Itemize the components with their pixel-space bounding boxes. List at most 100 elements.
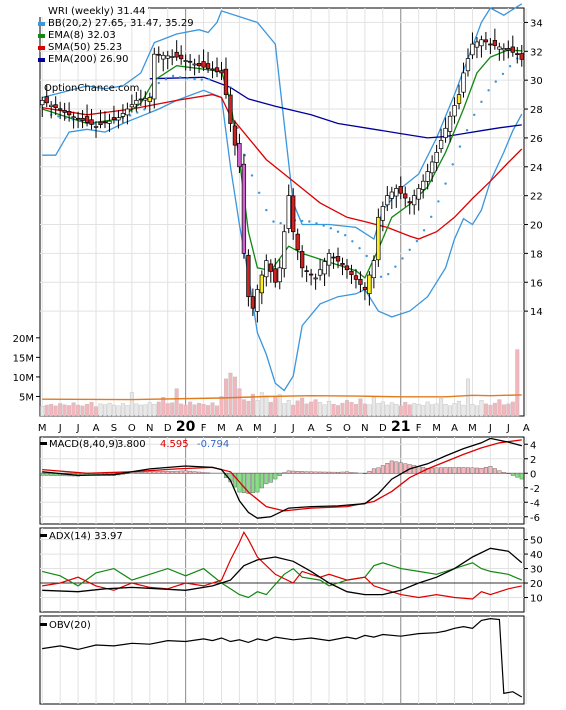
candle-body (166, 56, 170, 58)
x-tick-label: F (201, 423, 207, 434)
x-tick-label: S (111, 423, 117, 434)
legend-swatch (38, 34, 45, 38)
legend-swatch (38, 58, 45, 62)
candle-body (215, 68, 219, 72)
x-tick-label: 21 (391, 419, 410, 435)
candle-body (40, 100, 44, 104)
candle-body (90, 120, 94, 125)
candle-body (282, 232, 286, 269)
macd-hist-bar (386, 463, 390, 473)
candle-body (439, 140, 443, 148)
sar-dot (251, 174, 253, 176)
candle-body (278, 268, 282, 282)
volume-bar (229, 373, 233, 416)
macd-tick-label: 4 (530, 440, 536, 451)
macd-hist-bar (498, 471, 502, 474)
volume-bar (135, 404, 139, 416)
candle-body (394, 188, 398, 196)
candle-body (170, 57, 174, 58)
candle-body (408, 202, 412, 203)
volume-bar (457, 401, 461, 416)
candle-body (265, 261, 269, 277)
volume-bar (175, 389, 179, 416)
volume-bar (377, 403, 381, 416)
sar-dot (322, 224, 324, 226)
candle-body (345, 266, 349, 270)
macd-hist-bar (336, 472, 340, 473)
sar-dot (366, 255, 368, 257)
legend-entry: EMA(8) 32.03 (48, 30, 116, 41)
y-tick-label: 16 (530, 278, 543, 289)
volume-bar (296, 401, 300, 416)
sar-dot (444, 182, 446, 184)
macd-hist-bar (265, 473, 269, 484)
volume-bar (40, 406, 44, 416)
x-tick-label: A (308, 423, 315, 434)
volume-bar (282, 403, 286, 416)
candle-body (430, 162, 434, 173)
volume-bar (359, 399, 363, 416)
x-tick-label: O (128, 423, 136, 434)
volume-bar (515, 350, 519, 416)
candle-body (457, 95, 461, 104)
adx-label-text: ADX(14) 33.97 (49, 531, 123, 542)
volume-bar (99, 404, 103, 416)
volume-bar (242, 400, 246, 416)
volume-bar (453, 403, 457, 416)
volume-bar (76, 405, 80, 416)
legend-entry: WRI (weekly) 31.44 (48, 6, 146, 17)
macd-hist-bar (439, 468, 443, 474)
macd-hist-bar (515, 473, 519, 477)
macd-hist-bar (300, 471, 304, 473)
candle-body (314, 278, 318, 279)
macd-hist-bar (314, 472, 318, 473)
candle-body (368, 275, 372, 294)
macd-signal-value: 4.595 (160, 439, 189, 450)
macd-hist-bar (341, 472, 345, 473)
volume-bar (314, 400, 318, 416)
volume-bar (381, 402, 385, 416)
legend-entry: SMA(50) 25.23 (48, 42, 122, 53)
sar-dot (279, 222, 281, 224)
macd-hist-bar (332, 472, 336, 473)
candle-body (256, 289, 260, 311)
candle-body (233, 126, 237, 145)
volume-bar (112, 405, 116, 416)
volume-bar (291, 405, 295, 416)
sar-dot (509, 65, 511, 67)
adx-tick-label: 20 (530, 579, 543, 590)
macd-hist-bar (327, 472, 331, 473)
candle-body (377, 217, 381, 259)
macd-hist-bar (45, 473, 49, 475)
macd-hist-bar (430, 468, 434, 473)
x-tick-label: O (343, 423, 351, 434)
volume-bar (144, 405, 148, 416)
candle-body (332, 257, 336, 258)
volume-bar (72, 403, 76, 416)
macd-label-text: MACD(8,40,9) (49, 439, 119, 450)
sar-dot (466, 129, 468, 131)
x-tick-label: J (58, 423, 62, 434)
candle-body (202, 62, 206, 68)
obv-label-text: OBV(20) (49, 620, 91, 631)
volume-bar (345, 400, 349, 416)
sar-dot (301, 220, 303, 222)
volume-bar (300, 398, 304, 416)
sar-dot (480, 101, 482, 103)
volume-bar (117, 406, 121, 416)
macd-hist-bar (381, 466, 385, 474)
volume-bar (49, 404, 53, 416)
legend-swatch (38, 46, 45, 50)
volume-bar (206, 405, 210, 416)
volume-bar (372, 397, 376, 416)
macd-hist-bar (202, 472, 206, 473)
candle-body (296, 234, 300, 250)
candle-body (148, 97, 152, 101)
macd-hist-bar (471, 468, 475, 473)
volume-bar (256, 400, 260, 416)
volume-bar (287, 400, 291, 416)
candle-body (403, 194, 407, 198)
macd-hist-bar (377, 468, 381, 473)
candle-body (103, 122, 107, 123)
sar-dot (487, 89, 489, 91)
